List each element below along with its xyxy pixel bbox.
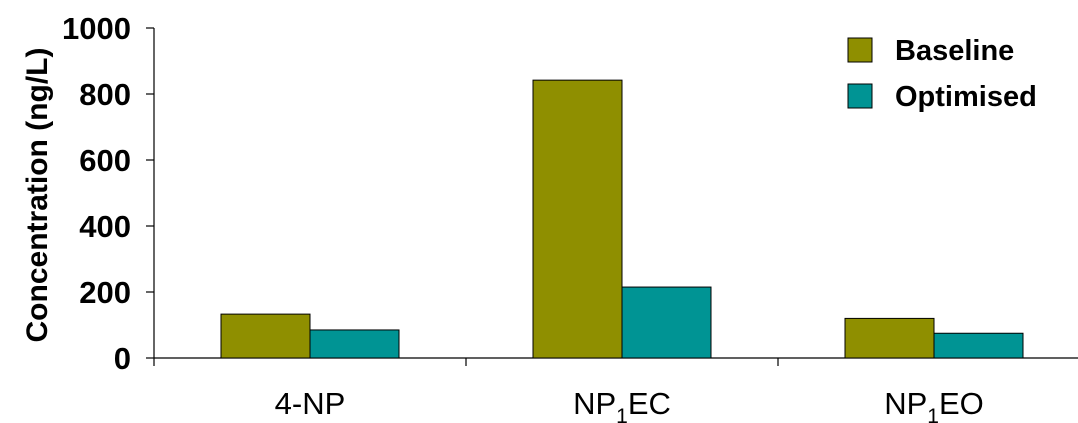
y-tick-label: 200 bbox=[79, 275, 131, 310]
x-category-label: NP1EO bbox=[884, 386, 984, 423]
bar-baseline-3 bbox=[844, 317, 935, 359]
y-tick-label: 0 bbox=[114, 341, 131, 376]
legend-swatch-baseline bbox=[847, 37, 873, 63]
bar-baseline-2 bbox=[532, 79, 623, 359]
y-tick-label: 400 bbox=[79, 209, 131, 244]
y-tick-labels: 0 200 400 600 800 1000 bbox=[62, 11, 131, 376]
legend-swatch-optimised bbox=[847, 83, 873, 109]
x-category-label: 4-NP bbox=[275, 386, 346, 421]
legend-label-baseline: Baseline bbox=[895, 35, 1014, 67]
y-tick-label: 1000 bbox=[62, 11, 131, 46]
bars bbox=[220, 79, 1024, 359]
y-axis-title: Concentration (ng/L) bbox=[21, 48, 54, 343]
bar-optimised-1 bbox=[309, 329, 400, 359]
y-tick-label: 800 bbox=[79, 77, 131, 112]
bar-baseline-1 bbox=[220, 313, 311, 359]
legend: Baseline Optimised bbox=[847, 35, 1037, 113]
bar-optimised-2 bbox=[621, 286, 712, 359]
bar-optimised-3 bbox=[933, 332, 1024, 359]
x-category-label: NP1EC bbox=[573, 386, 671, 423]
y-tick-label: 600 bbox=[79, 143, 131, 178]
legend-label-optimised: Optimised bbox=[895, 81, 1037, 113]
x-category-labels: 4-NP NP1EC NP1EO bbox=[275, 386, 984, 423]
